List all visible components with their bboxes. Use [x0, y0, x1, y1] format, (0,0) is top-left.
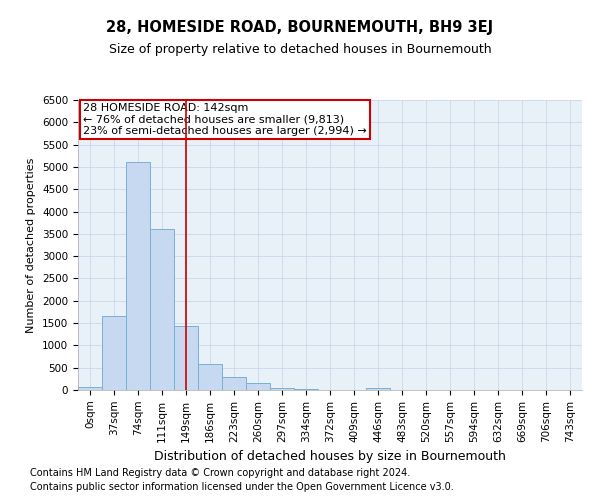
Bar [78, 388, 102, 390]
Bar [222, 376, 246, 390]
Bar [102, 316, 126, 390]
Text: Contains public sector information licensed under the Open Government Licence v3: Contains public sector information licen… [30, 482, 454, 492]
Text: Contains HM Land Registry data © Crown copyright and database right 2024.: Contains HM Land Registry data © Crown c… [30, 468, 410, 477]
Bar [126, 162, 150, 390]
Bar [174, 326, 198, 390]
Bar [270, 388, 294, 390]
Text: 28, HOMESIDE ROAD, BOURNEMOUTH, BH9 3EJ: 28, HOMESIDE ROAD, BOURNEMOUTH, BH9 3EJ [106, 20, 494, 35]
Bar [198, 364, 222, 390]
Y-axis label: Number of detached properties: Number of detached properties [26, 158, 37, 332]
Bar [366, 388, 390, 390]
Bar [246, 384, 270, 390]
Text: Size of property relative to detached houses in Bournemouth: Size of property relative to detached ho… [109, 42, 491, 56]
Bar [150, 230, 174, 390]
Text: 28 HOMESIDE ROAD: 142sqm
← 76% of detached houses are smaller (9,813)
23% of sem: 28 HOMESIDE ROAD: 142sqm ← 76% of detach… [83, 103, 367, 136]
Bar [294, 389, 318, 390]
X-axis label: Distribution of detached houses by size in Bournemouth: Distribution of detached houses by size … [154, 450, 506, 463]
